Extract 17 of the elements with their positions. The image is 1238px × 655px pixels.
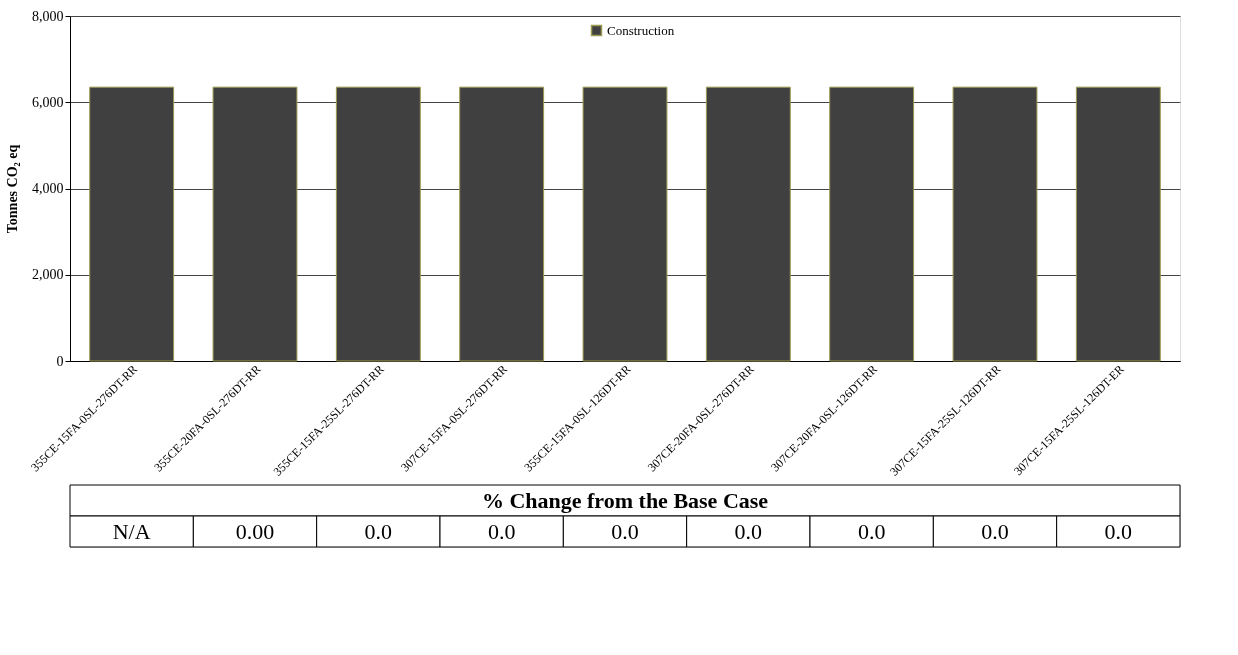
legend-label: Construction [607, 22, 675, 38]
text: 0.0 [857, 518, 886, 544]
text: 0.0 [611, 518, 639, 544]
text: 0.0 [981, 518, 1009, 544]
text: 0.0 [1104, 518, 1133, 544]
y-tick-label: 4,000 [32, 181, 64, 196]
text: N/A [112, 518, 151, 544]
text: 0.0 [487, 518, 516, 544]
text: 0.0 [734, 518, 763, 544]
y-tick-label: 2,000 [32, 267, 64, 283]
y-tick-label: 8,000 [32, 8, 64, 24]
y-tick-label: 0 [56, 353, 64, 369]
text: 0.00 [235, 518, 275, 544]
text: 0.0 [364, 518, 393, 544]
y-axis-title: Tonnes CO₂ eq [5, 144, 20, 234]
y-tick-label: 6,000 [32, 94, 64, 110]
text: % Change from the Base Case [481, 487, 769, 513]
